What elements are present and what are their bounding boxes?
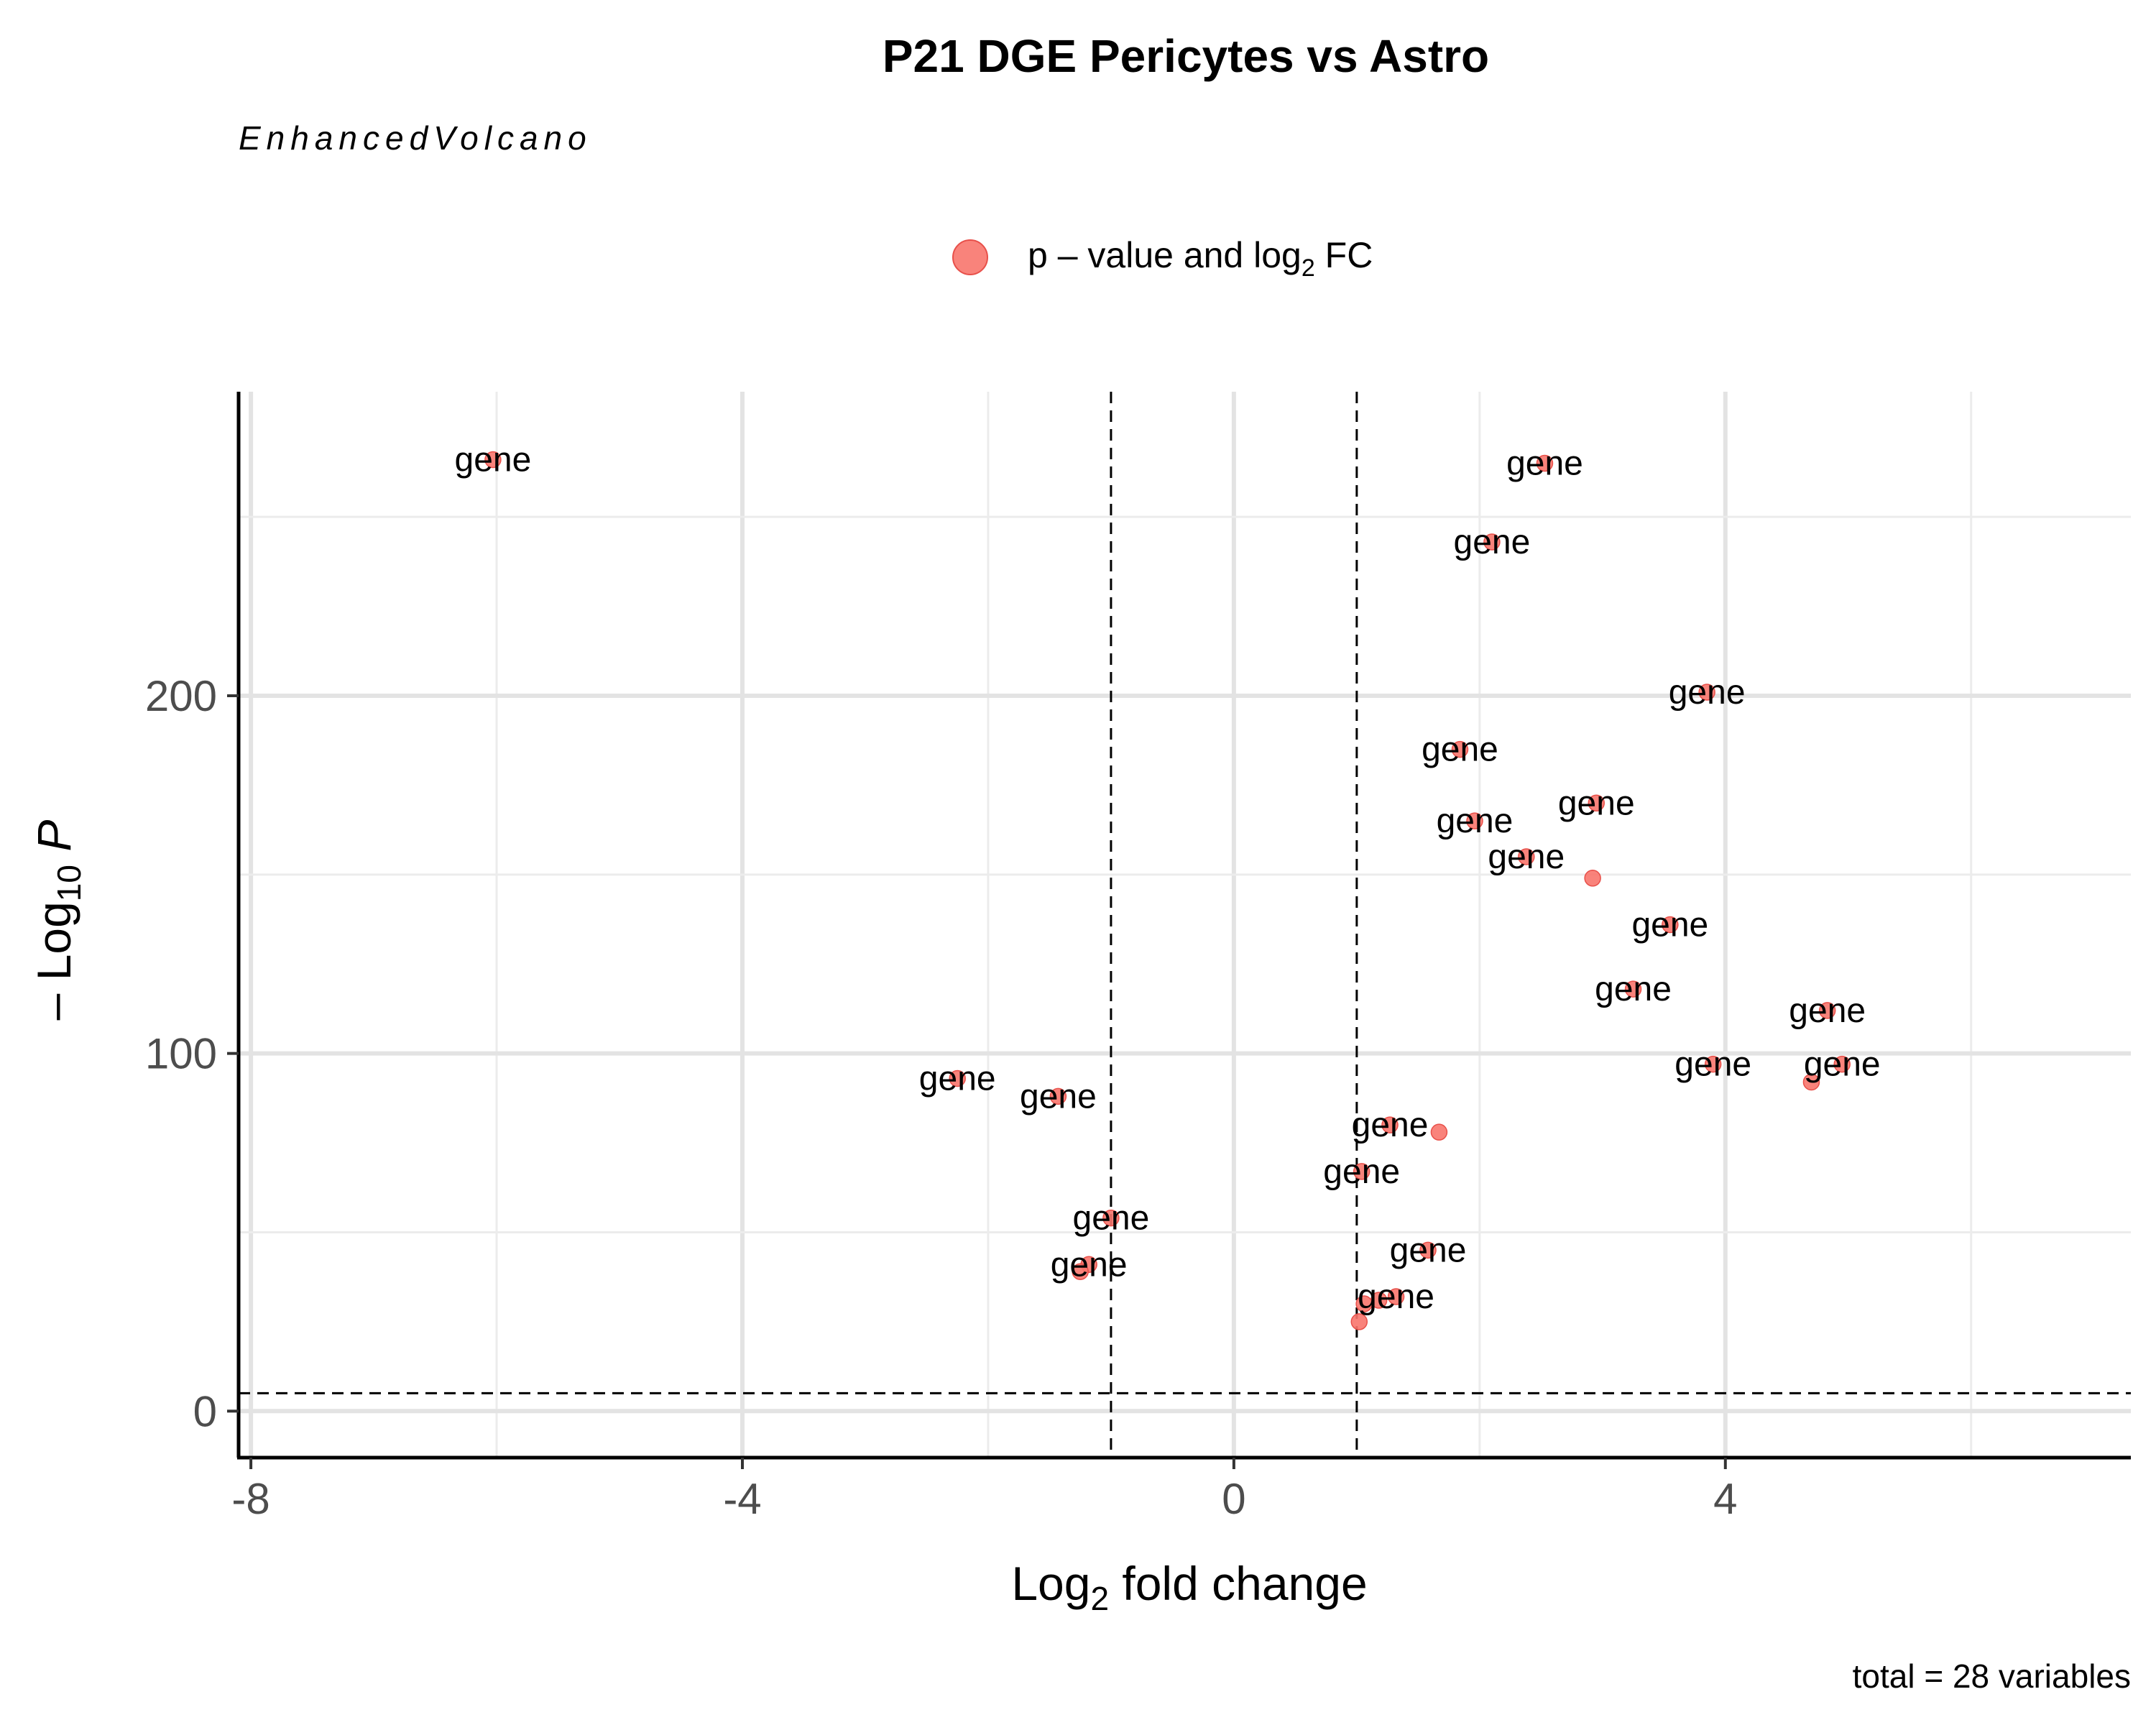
y-tick-label: 200: [145, 672, 217, 720]
point-label: gene: [1558, 784, 1635, 822]
chart-title: P21 DGE Pericytes vs Astro: [883, 30, 1489, 82]
x-axis-title-pre: Log: [1011, 1557, 1090, 1610]
point-label: gene: [1669, 673, 1746, 712]
data-point: [1584, 870, 1601, 887]
point-label: gene: [1352, 1106, 1429, 1144]
data-points: [484, 451, 1851, 1330]
point-label: gene: [1323, 1153, 1400, 1191]
point-label: gene: [1595, 970, 1672, 1008]
data-point: [1802, 1073, 1820, 1091]
data-point: [1072, 1263, 1089, 1280]
cutoff-lines: [239, 392, 2131, 1458]
point-label: gene: [455, 441, 532, 479]
point-label: gene: [1674, 1046, 1751, 1084]
point-label: gene: [1804, 1046, 1881, 1084]
data-point: [1518, 848, 1535, 865]
data-point: [1833, 1055, 1851, 1073]
data-point: [1430, 1123, 1448, 1141]
point-label: gene: [1051, 1246, 1128, 1284]
legend-label: p – value and log2 FC: [1028, 235, 1373, 282]
legend-label-sub: 2: [1302, 254, 1315, 282]
x-tick-label: -4: [723, 1475, 761, 1523]
legend-label-pre: p – value and log: [1028, 235, 1302, 275]
point-label: gene: [1488, 838, 1565, 876]
x-tick-label: 0: [1222, 1475, 1245, 1523]
x-axis-ticks: -8 -4 0 4: [231, 1458, 1737, 1523]
data-point: [1355, 1295, 1373, 1312]
y-axis-title: – Log10 P: [27, 820, 88, 1021]
data-point: [1419, 1241, 1437, 1259]
x-tick-label: -8: [231, 1475, 270, 1523]
point-labels: gene genegenegenegenegenegenegenegenegene…: [455, 441, 1881, 1317]
legend-key: [952, 239, 988, 275]
y-tick-label: 0: [193, 1387, 217, 1435]
point-label: gene: [1390, 1231, 1467, 1269]
point-label: gene: [919, 1059, 996, 1098]
data-point: [949, 1070, 966, 1087]
data-point: [1704, 1055, 1722, 1073]
data-point: [1818, 1002, 1836, 1019]
grid: [239, 392, 2131, 1458]
data-point: [1662, 916, 1679, 934]
y-axis-ticks: 0 100 200: [145, 672, 239, 1435]
y-axis-title-sub: 10: [50, 865, 88, 901]
y-axis-title-pre: – Log: [27, 901, 80, 1020]
data-point: [484, 451, 502, 469]
y-tick-label: 100: [145, 1030, 217, 1078]
point-label: gene: [1506, 445, 1583, 483]
legend: p – value and log2 FC: [952, 235, 1373, 282]
y-axis-title-post: P: [27, 820, 80, 865]
x-axis-title-sub: 2: [1090, 1580, 1109, 1617]
data-point: [1624, 980, 1642, 998]
x-axis-title-post: fold change: [1109, 1557, 1368, 1610]
data-point: [1451, 740, 1469, 758]
data-point: [1102, 1209, 1120, 1227]
data-point: [1536, 454, 1554, 472]
axes: [236, 392, 2131, 1460]
point-label: gene: [1437, 802, 1514, 840]
data-point: [1387, 1288, 1405, 1305]
x-axis-title: Log2 fold change: [1011, 1557, 1367, 1617]
point-label: gene: [1020, 1077, 1097, 1116]
legend-label-post: FC: [1315, 235, 1373, 275]
point-label: gene: [1454, 523, 1531, 561]
data-point: [1350, 1313, 1368, 1330]
point-label: gene: [1422, 731, 1498, 769]
caption: total = 28 variables: [1853, 1657, 2131, 1695]
data-point: [1353, 1163, 1370, 1180]
data-point: [1466, 812, 1483, 829]
point-label: gene: [1789, 992, 1866, 1030]
data-point: [1381, 1116, 1399, 1133]
data-point: [1049, 1087, 1067, 1105]
chart-subtitle: EnhancedVolcano: [239, 119, 592, 157]
point-label: gene: [1073, 1200, 1150, 1238]
data-point: [1483, 533, 1501, 551]
x-tick-label: 4: [1713, 1475, 1737, 1523]
point-label: gene: [1631, 906, 1708, 944]
data-point: [1588, 794, 1606, 812]
point-label: gene: [1358, 1278, 1434, 1316]
data-point: [1698, 684, 1715, 701]
